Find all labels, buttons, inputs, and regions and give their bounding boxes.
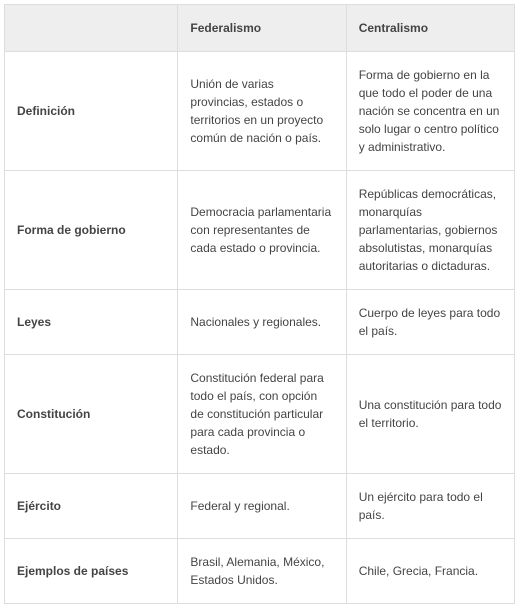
cell-forma-federalismo: Democracia parlamentaria con representan… xyxy=(178,171,346,290)
table-row: Definición Unión de varias provincias, e… xyxy=(5,52,515,171)
cell-ejemplos-federalismo: Brasil, Alemania, México, Estados Unidos… xyxy=(178,539,346,604)
table-row: Ejército Federal y regional. Un ejército… xyxy=(5,474,515,539)
table-row: Forma de gobierno Democracia parlamentar… xyxy=(5,171,515,290)
table-row: Constitución Constitución federal para t… xyxy=(5,355,515,474)
header-blank xyxy=(5,5,178,52)
cell-ejercito-federalismo: Federal y regional. xyxy=(178,474,346,539)
header-federalismo: Federalismo xyxy=(178,5,346,52)
table-header-row: Federalismo Centralismo xyxy=(5,5,515,52)
table-row: Ejemplos de países Brasil, Alemania, Méx… xyxy=(5,539,515,604)
cell-forma-centralismo: Repúblicas democráticas, monarquías parl… xyxy=(346,171,514,290)
row-label-leyes: Leyes xyxy=(5,290,178,355)
cell-constitucion-centralismo: Una constitución para todo el territorio… xyxy=(346,355,514,474)
cell-definicion-federalismo: Unión de varias provincias, estados o te… xyxy=(178,52,346,171)
cell-ejemplos-centralismo: Chile, Grecia, Francia. xyxy=(346,539,514,604)
table-row: Leyes Nacionales y regionales. Cuerpo de… xyxy=(5,290,515,355)
row-label-ejemplos: Ejemplos de países xyxy=(5,539,178,604)
comparison-table: Federalismo Centralismo Definición Unión… xyxy=(4,4,515,604)
cell-leyes-federalismo: Nacionales y regionales. xyxy=(178,290,346,355)
cell-leyes-centralismo: Cuerpo de leyes para todo el país. xyxy=(346,290,514,355)
cell-ejercito-centralismo: Un ejército para todo el país. xyxy=(346,474,514,539)
cell-constitucion-federalismo: Constitución federal para todo el país, … xyxy=(178,355,346,474)
row-label-constitucion: Constitución xyxy=(5,355,178,474)
cell-definicion-centralismo: Forma de gobierno en la que todo el pode… xyxy=(346,52,514,171)
row-label-forma-de-gobierno: Forma de gobierno xyxy=(5,171,178,290)
header-centralismo: Centralismo xyxy=(346,5,514,52)
row-label-definicion: Definición xyxy=(5,52,178,171)
row-label-ejercito: Ejército xyxy=(5,474,178,539)
